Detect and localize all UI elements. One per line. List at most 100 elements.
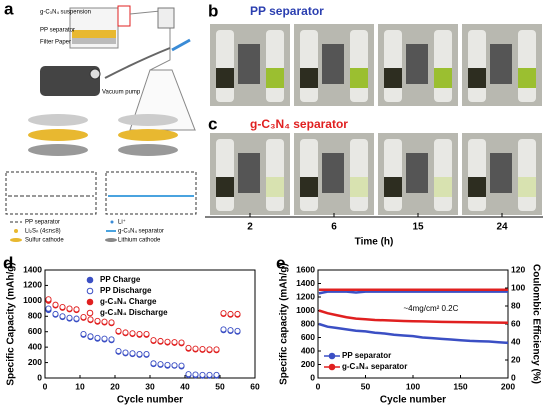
x-tick-label: 10 bbox=[75, 381, 85, 391]
liquid bbox=[350, 68, 368, 88]
legend-swatch bbox=[10, 238, 22, 242]
point bbox=[80, 314, 87, 321]
point bbox=[136, 330, 143, 338]
separator-layer bbox=[72, 30, 116, 38]
point bbox=[234, 310, 241, 318]
point bbox=[157, 361, 164, 368]
legend-label: g-C₃N₄ separator bbox=[342, 362, 407, 371]
y-tick-label: 0 bbox=[37, 372, 42, 382]
x-axis-label: Cycle number bbox=[380, 395, 446, 406]
liquid bbox=[216, 68, 234, 88]
cell bbox=[406, 44, 428, 84]
point bbox=[66, 305, 73, 312]
x-tick-label: 150 bbox=[453, 381, 467, 391]
panel-letter: d bbox=[3, 253, 13, 272]
liquid bbox=[468, 177, 486, 197]
point bbox=[178, 339, 185, 346]
disc bbox=[28, 144, 88, 156]
point bbox=[87, 316, 94, 323]
liquid bbox=[518, 68, 536, 88]
liquid bbox=[300, 68, 318, 88]
disc bbox=[118, 129, 178, 141]
point bbox=[73, 306, 80, 313]
filter-layer bbox=[72, 38, 116, 44]
point bbox=[150, 337, 157, 344]
point bbox=[227, 327, 234, 334]
legend-swatch bbox=[328, 352, 336, 360]
vial bbox=[384, 30, 402, 102]
point bbox=[185, 371, 192, 378]
y-tick-label: 200 bbox=[301, 359, 315, 369]
x-tick-label: 100 bbox=[406, 381, 420, 391]
point bbox=[234, 327, 241, 334]
y-tick-label: 800 bbox=[301, 318, 315, 328]
y-tick-label: 0 bbox=[310, 372, 315, 382]
legend-label: g-C₃N₄ Discharge bbox=[100, 308, 168, 317]
point bbox=[220, 310, 227, 317]
y-tick-label: 1000 bbox=[23, 295, 42, 305]
point bbox=[220, 326, 227, 333]
legend-label: PP separator bbox=[342, 351, 391, 360]
point bbox=[136, 351, 143, 358]
time-label: 2 bbox=[247, 222, 253, 233]
point bbox=[66, 314, 73, 321]
legend-label: Lithium cathode bbox=[118, 238, 161, 244]
hose bbox=[104, 47, 171, 79]
vial bbox=[384, 139, 402, 211]
label: g-C₃N₄ suspension bbox=[40, 10, 91, 16]
y2-tick-label: 80 bbox=[511, 300, 521, 310]
time-label: 24 bbox=[496, 222, 508, 233]
point bbox=[59, 303, 66, 311]
legend-label: g-C₃N₄ separator bbox=[118, 229, 164, 235]
panel-letter: e bbox=[276, 253, 285, 272]
point bbox=[143, 351, 150, 358]
cell bbox=[490, 153, 512, 193]
label: Vacuum pump bbox=[102, 90, 141, 96]
liquid bbox=[216, 177, 234, 197]
series-line bbox=[318, 322, 509, 345]
legend-swatch bbox=[86, 276, 94, 284]
y-tick-label: 1200 bbox=[23, 280, 42, 290]
point bbox=[80, 330, 87, 338]
legend-label: Li⁺ bbox=[118, 219, 126, 226]
x-tick-label: 200 bbox=[501, 381, 515, 391]
y2-tick-label: 40 bbox=[511, 336, 521, 346]
vial bbox=[518, 30, 536, 102]
point bbox=[94, 317, 101, 324]
liquid bbox=[266, 68, 284, 88]
legend-swatch bbox=[86, 309, 94, 317]
vial bbox=[468, 139, 486, 211]
gauge bbox=[89, 68, 101, 80]
cell bbox=[238, 153, 260, 193]
y-tick-label: 1400 bbox=[296, 278, 315, 288]
liquid bbox=[434, 68, 452, 88]
x-tick-label: 20 bbox=[110, 381, 120, 391]
y2-tick-label: 60 bbox=[511, 318, 521, 328]
vial bbox=[518, 139, 536, 211]
y-tick-label: 400 bbox=[28, 341, 42, 351]
point bbox=[52, 301, 59, 308]
legend-swatch bbox=[328, 363, 336, 371]
point bbox=[129, 350, 136, 357]
y-tick-label: 600 bbox=[301, 332, 315, 342]
liquid bbox=[434, 177, 452, 197]
legend-label: Sulfur cathode bbox=[25, 238, 64, 244]
disc bbox=[28, 114, 88, 126]
point bbox=[150, 360, 157, 367]
point bbox=[45, 296, 52, 303]
point bbox=[171, 362, 178, 369]
x-tick-label: 0 bbox=[43, 381, 48, 391]
y-tick-label: 1000 bbox=[296, 305, 315, 315]
time-label: 15 bbox=[412, 222, 424, 233]
point bbox=[185, 344, 192, 351]
liquid bbox=[468, 68, 486, 88]
point bbox=[94, 334, 101, 341]
funnel-top bbox=[157, 7, 175, 29]
cell bbox=[238, 44, 260, 84]
vial bbox=[300, 30, 318, 102]
point bbox=[164, 361, 171, 368]
y-tick-label: 1200 bbox=[296, 291, 315, 301]
y-tick-label: 200 bbox=[28, 357, 42, 367]
legend-swatch bbox=[86, 287, 94, 295]
